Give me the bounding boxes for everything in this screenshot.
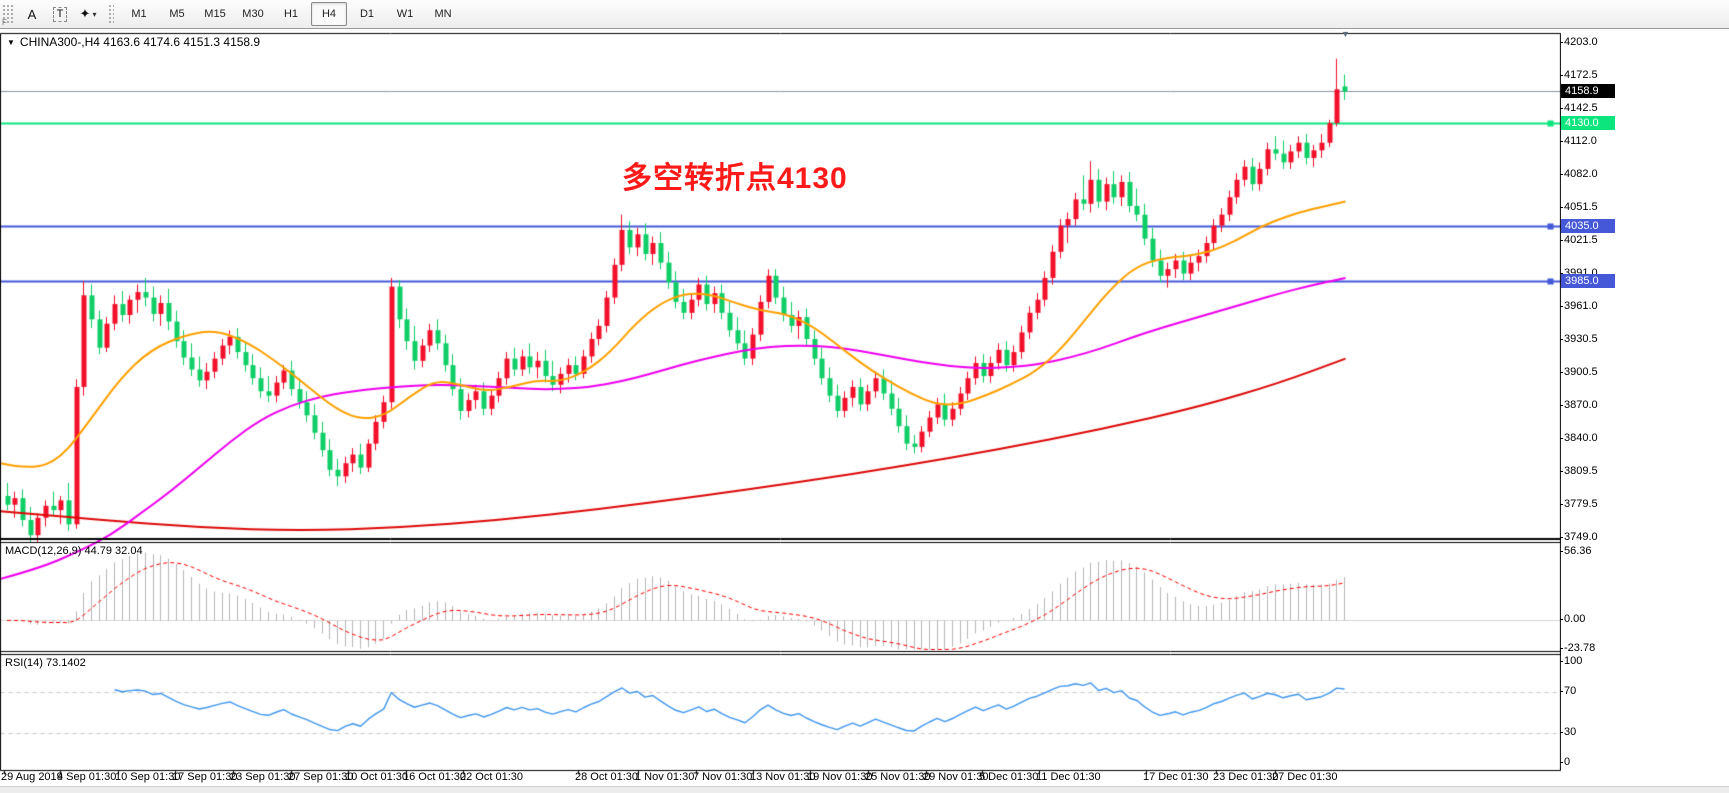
price-axis-label: 4051.5 — [1560, 201, 1624, 214]
price-axis-label: 4112.0 — [1560, 135, 1624, 148]
date-label: 29 Nov 01:30 — [923, 771, 989, 783]
price-axis-label: 4172.5 — [1560, 69, 1624, 82]
current-price-badge: 4158.9 — [1561, 84, 1615, 98]
price-axis-label: 3749.0 — [1560, 531, 1624, 544]
timeframe-button-W1[interactable]: W1 — [396, 8, 414, 20]
level-price-badge[interactable]: 4035.0 — [1561, 219, 1615, 233]
date-label: 28 Oct 01:30 — [575, 771, 638, 783]
timeframe-dock-handle[interactable] — [108, 4, 114, 24]
timeframe-button-M30[interactable]: M30 — [242, 8, 264, 20]
rsi-axis-label: 100 — [1560, 655, 1624, 668]
price-axis-label: 3809.5 — [1560, 465, 1624, 478]
timeframe-button-D1[interactable]: D1 — [359, 8, 375, 20]
price-axis-label: 3961.0 — [1560, 300, 1624, 313]
macd-axis-label: -23.78 — [1560, 642, 1624, 655]
timeframe-button-MN[interactable]: MN — [434, 8, 452, 20]
level-price-badge[interactable]: 3985.0 — [1561, 274, 1615, 288]
bottom-strip — [0, 786, 1729, 793]
date-label: 10 Sep 01:30 — [115, 771, 181, 783]
macd-axis-label: 0.00 — [1560, 613, 1624, 626]
date-label: 5 Dec 01:30 — [979, 771, 1039, 783]
date-label: 19 Nov 01:30 — [807, 771, 873, 783]
date-label: 23 Sep 01:30 — [230, 771, 296, 783]
rsi-axis-label: 70 — [1560, 685, 1624, 698]
arrows-icon: ✦ — [79, 6, 91, 21]
symbol-ohlc-text: CHINA300-,H4 4163.6 4174.6 4151.3 4158.9 — [19, 35, 261, 49]
date-label: 4 Sep 01:30 — [57, 771, 117, 783]
textbox-tool-button[interactable]: T — [48, 2, 72, 26]
price-axis-label: 4142.5 — [1560, 102, 1624, 115]
date-label: 16 Oct 01:30 — [403, 771, 466, 783]
level-price-badge[interactable]: 4130.0 — [1561, 116, 1615, 130]
date-label: 13 Nov 01:30 — [750, 771, 816, 783]
price-axis-label: 4082.0 — [1560, 168, 1624, 181]
timeframe-bar: M1 M5 M15 M30 H1 H4 D1 W1 MN — [120, 2, 462, 26]
date-label: 22 Oct 01:30 — [460, 771, 523, 783]
toolbar: F A T ✦ ▾ M1 M5 M15 M30 H1 H4 D1 W1 MN — [0, 0, 1729, 29]
date-label: 10 Oct 01:30 — [345, 771, 408, 783]
price-axis-label: 4203.0 — [1560, 36, 1624, 49]
price-axis-label: 3900.5 — [1560, 366, 1624, 379]
symbol-header: ▼ CHINA300-,H4 4163.6 4174.6 4151.3 4158… — [7, 35, 260, 49]
timeframe-button-H4[interactable]: H4 — [311, 2, 347, 26]
scroll-to-end-marker[interactable]: ▼ — [1341, 29, 1350, 39]
annotation-tool-button[interactable]: A — [27, 6, 37, 22]
date-label: 27 Sep 01:30 — [288, 771, 354, 783]
symbol-dropdown-icon[interactable]: ▼ — [7, 37, 15, 47]
timeframe-button-M1[interactable]: M1 — [131, 8, 147, 20]
rsi-axis-label: 0 — [1560, 756, 1624, 769]
date-label: 17 Sep 01:30 — [172, 771, 238, 783]
price-axis-label: 3930.5 — [1560, 333, 1624, 346]
dock-label: F — [2, 18, 7, 27]
annotation-text[interactable]: 多空转折点4130 — [622, 162, 848, 195]
rsi-axis-label: 30 — [1560, 726, 1624, 739]
arrows-dropdown-button[interactable]: ✦ ▾ — [76, 2, 100, 26]
date-label: 27 Dec 01:30 — [1272, 771, 1338, 783]
date-label: 25 Nov 01:30 — [865, 771, 931, 783]
date-label: 11 Dec 01:30 — [1036, 771, 1101, 783]
timeframe-button-M15[interactable]: M15 — [204, 8, 226, 20]
date-label: 17 Dec 01:30 — [1143, 771, 1209, 783]
date-label: 7 Nov 01:30 — [693, 771, 753, 783]
chevron-down-icon: ▾ — [92, 9, 97, 19]
date-label: 29 Aug 2019 — [1, 771, 63, 783]
timeframe-button-H1[interactable]: H1 — [283, 8, 299, 20]
date-label: 23 Dec 01:30 — [1213, 771, 1279, 783]
timeframe-button-M5[interactable]: M5 — [169, 8, 185, 20]
price-axis-label: 3779.5 — [1560, 498, 1624, 511]
chart-window: ▼ CHINA300-,H4 4163.6 4174.6 4151.3 4158… — [0, 29, 1729, 793]
macd-axis-label: 56.36 — [1560, 545, 1624, 558]
macd-indicator-label: MACD(12,26,9) 44.79 32.04 — [5, 545, 143, 557]
price-axis-label: 3870.0 — [1560, 399, 1624, 412]
price-axis-label: 3840.0 — [1560, 432, 1624, 445]
rsi-indicator-label: RSI(14) 73.1402 — [5, 657, 86, 669]
price-axis-label: 4021.5 — [1560, 234, 1624, 247]
chart-canvas[interactable] — [0, 30, 1561, 793]
toolbar-dock-handle[interactable]: F — [2, 4, 14, 27]
date-label: 1 Nov 01:30 — [635, 771, 695, 783]
